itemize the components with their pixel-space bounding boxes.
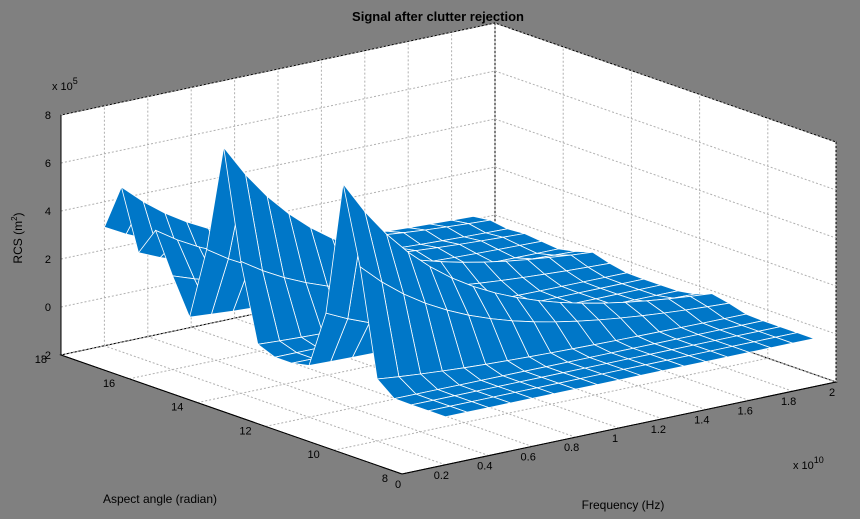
x-axis-line [401, 381, 837, 475]
x-tick-label: 1.8 [781, 396, 796, 408]
y-tick-label: 18 [35, 354, 47, 366]
axis-lines [60, 115, 837, 475]
x-axis-label: Frequency (Hz) [582, 498, 665, 512]
grid-line-z [494, 70, 837, 191]
y-axis-label: Aspect angle (radian) [103, 492, 217, 506]
grid-line-y [333, 357, 768, 451]
y-axis-line [60, 354, 403, 475]
x-tick-label: 0.4 [477, 461, 492, 473]
y-tick-label: 14 [171, 402, 183, 414]
x-tick-label: 1 [612, 433, 618, 445]
x-tick-label: 2 [829, 387, 835, 399]
grid-line-z [494, 166, 837, 287]
grid-line-z [494, 118, 837, 239]
z-tick-label: 6 [45, 158, 51, 170]
grid-line-x [147, 336, 489, 457]
x-tick-label: 1.6 [738, 405, 753, 417]
surface-mesh [103, 145, 816, 418]
chart-title: Signal after clutter rejection [352, 9, 524, 24]
grid-line-z [60, 70, 496, 164]
grid-line-z [494, 214, 837, 335]
x-tick-label: 0 [395, 479, 401, 491]
tick-labels: 0 0.2 0.4 0.6 0.8 1 1.2 1.4 1.6 1.8 2 8 10 12 14 16 18-2… [35, 110, 835, 491]
x-tick-label: 0.8 [564, 442, 579, 454]
x-tick-label: 0.2 [434, 470, 449, 482]
surface-patch [426, 405, 469, 418]
z-tick-label: 2 [45, 254, 51, 266]
x-tick-label: 0.6 [521, 451, 536, 463]
z-tick-label: 8 [45, 110, 51, 122]
z-tick-label: 4 [45, 206, 51, 218]
z-multiplier-label: x 105 [52, 76, 78, 93]
x-multiplier-label: x 1010 [793, 455, 824, 472]
z-axis-label: RCS (m2) [10, 212, 25, 263]
grid-line-z [60, 22, 496, 116]
y-tick-label: 10 [308, 449, 320, 461]
x-tick-label: 1.4 [694, 415, 709, 427]
z-tick-label: 0 [45, 302, 51, 314]
grid-line-x [104, 345, 446, 466]
grid-line-z [494, 22, 837, 143]
z-tick-label: -2 [41, 350, 51, 362]
y-tick-label: 12 [239, 425, 251, 437]
grid-line-x [191, 326, 533, 447]
y-tick-label: 16 [103, 378, 115, 390]
y-tick-label: 8 [382, 473, 388, 485]
x-tick-label: 1.2 [651, 424, 666, 436]
